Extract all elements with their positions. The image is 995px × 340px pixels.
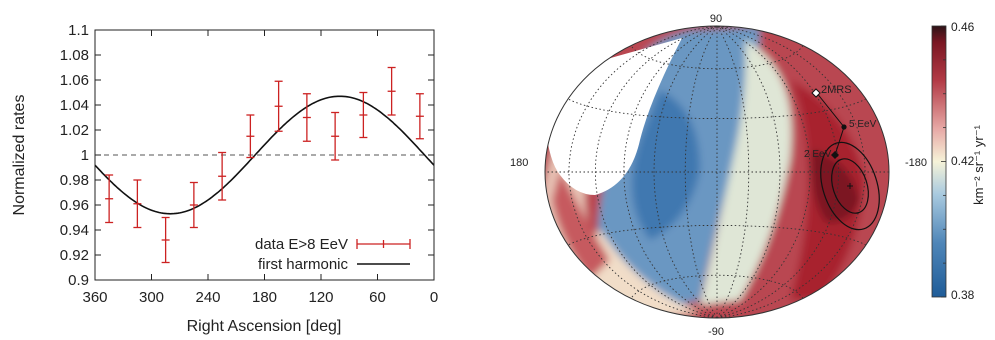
y-tick-label: 0.9: [68, 272, 89, 289]
lon-label-right: -180: [905, 157, 927, 169]
first-harmonic-line: [95, 95, 434, 215]
2mrs-marker: [811, 88, 821, 98]
5eev-label: 5 EeV: [849, 119, 877, 130]
data-point: [218, 151, 227, 201]
x-tick-label: 60: [369, 289, 386, 306]
2eev-label: 2 EeV: [804, 149, 832, 160]
legend-key-data: [356, 239, 411, 249]
x-tick-label: 360: [82, 289, 107, 306]
x-tick-label: 240: [195, 289, 220, 306]
dipole-marker: [847, 183, 853, 189]
x-axis-label: Right Ascension [deg]: [187, 318, 342, 335]
x-tick-label: 120: [308, 289, 333, 306]
x-tick-label: 300: [139, 289, 164, 306]
2mrs-label: 2MRS: [821, 84, 852, 96]
y-tick-label: 1.02: [60, 122, 89, 139]
colorbar-max-label: 0.46: [951, 20, 975, 34]
meridian-line: [716, 26, 811, 318]
y-tick-label: 1.06: [60, 72, 89, 89]
colorbar-ticks: [941, 25, 946, 298]
y-tick-label: 1.1: [68, 22, 89, 39]
skymap-fill: [545, 26, 889, 318]
data-point: [415, 93, 424, 140]
skymap-panel: 2MRS 5 EeV 2 EeV 90 -90 180 -180 0.46 0.…: [510, 13, 986, 338]
dipole-contours: 2MRS 5 EeV 2 EeV: [804, 84, 880, 231]
colorbar-min-label: 0.38: [951, 288, 975, 302]
meridian-line: [594, 26, 718, 318]
data-point: [189, 181, 198, 229]
lat-label-top: 90: [710, 13, 722, 25]
plot-area: [95, 66, 434, 264]
meridian-line: [716, 26, 840, 318]
colorbar-units-label: km⁻² sr⁻¹ yr⁻¹: [971, 124, 986, 204]
data-point: [331, 111, 340, 161]
lon-label-left: 180: [510, 157, 528, 169]
data-point: [161, 216, 170, 264]
legend-label-harmonic: first harmonic: [258, 256, 349, 273]
data-point: [387, 66, 396, 116]
x-tick-label: 0: [430, 289, 438, 306]
map-grid: [545, 26, 889, 318]
y-tick-label: 0.92: [60, 247, 89, 264]
colorbar: 0.46 0.42 0.38 km⁻² sr⁻¹ yr⁻¹: [931, 20, 986, 302]
meridian-line: [684, 26, 718, 318]
data-point: [133, 179, 142, 229]
legend: data E>8 EeV first harmonic: [255, 236, 411, 273]
y-tick-label: 0.96: [60, 197, 89, 214]
meridian-line: [653, 26, 718, 318]
y-tick-label: 0.98: [60, 172, 89, 189]
plot-axes: 360 300 240 180 120 60 0 0.9 0.92 0.94 0.96 0.98 1 1.…: [60, 22, 438, 306]
map-outline: [544, 25, 890, 319]
y-axis-label: Normalized rates: [11, 95, 28, 216]
y-tick-label: 1.08: [60, 47, 89, 64]
data-point: [274, 80, 283, 132]
2eev-marker: [831, 151, 839, 159]
data-point: [105, 174, 114, 224]
lat-label-bottom: -90: [708, 326, 724, 338]
rates-panel: 360 300 240 180 120 60 0 0.9 0.92 0.94 0.96 0.98 1 1.…: [11, 22, 438, 335]
y-tick-label: 1.04: [60, 97, 89, 114]
colorbar-mid-label: 0.42: [951, 154, 975, 168]
y-tick-label: 1: [81, 147, 89, 164]
x-tick-label: 180: [252, 289, 277, 306]
data-point: [246, 114, 255, 159]
legend-label-data: data E>8 EeV: [255, 236, 348, 253]
y-tick-label: 0.94: [60, 222, 89, 239]
data-point: [302, 93, 311, 142]
data-point: [359, 91, 368, 139]
5eev-marker: [841, 124, 847, 130]
